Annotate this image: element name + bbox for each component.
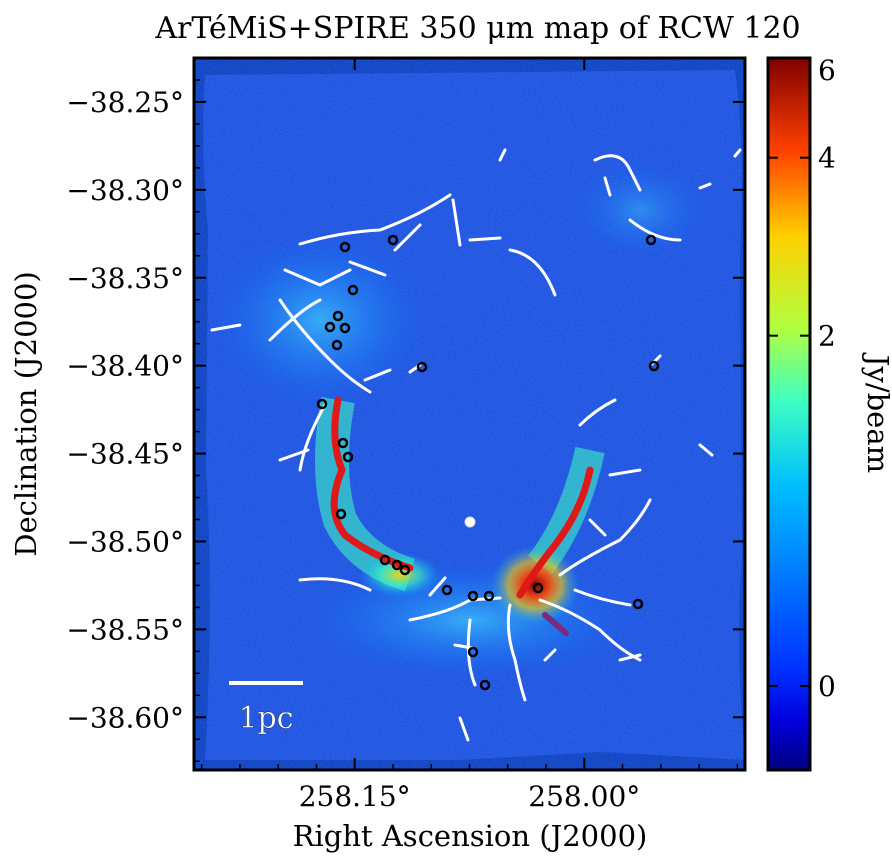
colorbar xyxy=(766,56,812,772)
x-axis-title: Right Ascension (J2000) xyxy=(293,819,648,853)
compact-sources xyxy=(316,234,660,691)
scale-bar-label: 1pc xyxy=(238,701,293,736)
colorbar-axis: 0 2 4 6 xyxy=(768,54,836,703)
exciting-star-marker xyxy=(464,516,476,528)
y-tick-label: −38.50° xyxy=(66,525,184,558)
purple-filament xyxy=(542,612,569,636)
y-tick-label: −38.30° xyxy=(66,174,184,207)
y-axis: −38.25° −38.30° −38.35° −38.40° −38.45° −38.5… xyxy=(66,79,745,762)
y-tick-label: −38.40° xyxy=(66,350,184,383)
colorbar-tick-label: 6 xyxy=(818,54,836,87)
y-tick-label: −38.60° xyxy=(66,701,184,734)
y-tick-label: −38.55° xyxy=(66,613,184,646)
colorbar-tick-label: 4 xyxy=(818,142,836,175)
main-ridge-filament xyxy=(330,396,414,572)
x-tick-label: 258.15° xyxy=(299,780,411,813)
x-tick-label: 258.00° xyxy=(528,780,640,813)
heatmap-image: 1pc xyxy=(194,58,745,770)
colorbar-tick-label: 2 xyxy=(818,320,836,353)
y-axis-title: Declination (J2000) xyxy=(9,271,43,557)
y-tick-label: −38.35° xyxy=(66,262,184,295)
y-tick-label: −38.45° xyxy=(66,438,184,471)
x-axis: 258.15° 258.00° xyxy=(200,58,739,813)
colorbar-label: Jy/beam xyxy=(861,352,892,473)
colorbar-tick-label: 0 xyxy=(818,670,836,703)
main-ridge-filament-east xyxy=(516,466,594,599)
chart-title: ArTéMiS+SPIRE 350 μm map of RCW 120 xyxy=(154,11,800,46)
y-tick-label: −38.25° xyxy=(66,86,184,119)
